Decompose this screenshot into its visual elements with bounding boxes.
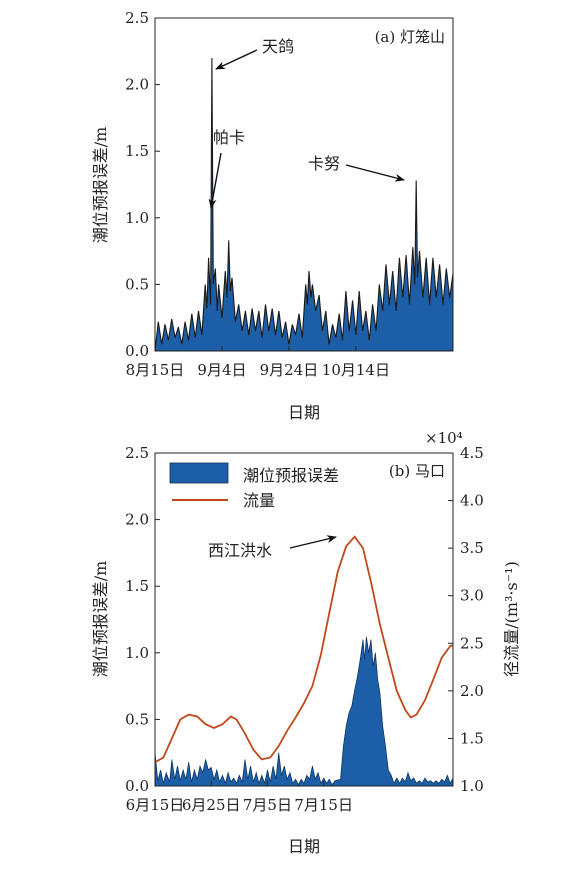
- annotation-kanu: 卡努: [308, 154, 340, 173]
- panel-b-axes-frame: [154, 452, 454, 787]
- annotation-tianbao: 天鸽: [262, 37, 294, 56]
- a-ytick-label: 2.0: [125, 76, 149, 94]
- b-ytick-right-label: 2.0: [460, 682, 484, 700]
- a-xtick-label: 9月4日: [197, 361, 246, 379]
- b-ytick-right-label: 4.5: [460, 444, 484, 462]
- panel-a-axes-frame: [154, 17, 454, 352]
- panel-a-y-axis-title: 潮位预报误差/m: [91, 127, 110, 244]
- panel-b-plot-area: [154, 535, 454, 787]
- panel-a-label: (a) 灯笼山: [375, 28, 445, 46]
- a-ytick-label: 1.5: [125, 142, 149, 160]
- a-ytick-label: 1.0: [125, 209, 149, 227]
- b-ytick-right-label: 1.0: [460, 777, 484, 795]
- b-ytick-label: 1.5: [125, 577, 149, 595]
- panel-b-y-axis-right: 1.0 1.5 2.0 2.5 3.0 3.5 4.0 4.5: [448, 444, 484, 795]
- b-ytick-right-label: 1.5: [460, 729, 484, 747]
- b-ytick-label: 2.5: [125, 444, 149, 462]
- annotation-xijiang-flood-arrow: [289, 535, 337, 549]
- panel-b-error-area: [154, 636, 454, 787]
- b-ytick-right-label: 2.5: [460, 634, 484, 652]
- panel-b-y-axis-left: 0.0 0.5 1.0 1.5 2.0 2.5: [125, 444, 160, 795]
- b-ytick-label: 0.0: [125, 777, 149, 795]
- panel-a-x-axis-title: 日期: [288, 403, 320, 422]
- panel-a-x-axis: 8月15日 9月4日 9月24日 10月14日: [126, 346, 390, 379]
- a-ytick-label: 0.5: [125, 275, 149, 293]
- a-xtick-label: 9月24日: [260, 361, 319, 379]
- b-ytick-right-label: 3.5: [460, 539, 484, 557]
- panel-b-y-axis-title-left: 潮位预报误差/m: [91, 561, 110, 678]
- b-ytick-right-label: 4.0: [460, 492, 484, 510]
- a-ytick-label: 2.5: [125, 9, 149, 27]
- annotation-kanu-arrow: [345, 164, 405, 182]
- panel-b-y-axis-title-right: 径流量/(m³·s⁻¹): [502, 561, 521, 677]
- annotation-paka-arrow: [208, 152, 222, 209]
- b-xtick-label: 6月25日: [182, 796, 241, 814]
- panel-b-x-axis-title: 日期: [288, 837, 320, 856]
- annotation-tianbao-arrow: [215, 49, 258, 70]
- a-xtick-label: 8月15日: [126, 361, 185, 379]
- b-xtick-label: 7月15日: [294, 796, 353, 814]
- b-xtick-label: 6月15日: [126, 796, 185, 814]
- panel-a-error-line: [154, 57, 454, 352]
- b-ytick-label: 0.5: [125, 710, 149, 728]
- panel-b-right-axis-multiplier: ×10⁴: [425, 429, 463, 447]
- panel-b-chart: 0.0 0.5 1.0 1.5 2.0 2.5 1.0 1.5 2.0 2.5 3.0 3.5 4.0…: [91, 429, 521, 856]
- panel-a-y-axis: 0.0 0.5 1.0 1.5 2.0 2.5: [125, 9, 160, 360]
- annotation-paka: 帕卡: [213, 128, 245, 147]
- panel-a-plot-area: [154, 57, 454, 352]
- a-ytick-label: 0.0: [125, 342, 149, 360]
- annotation-xijiang-flood: 西江洪水: [208, 541, 272, 560]
- panel-b-flow-line: [154, 535, 454, 763]
- b-ytick-right-label: 3.0: [460, 587, 484, 605]
- legend-label-error: 潮位预报误差: [243, 466, 339, 485]
- panel-b-label: (b) 马口: [389, 462, 445, 480]
- a-xtick-label: 10月14日: [322, 361, 390, 379]
- panel-b-legend: 潮位预报误差 流量: [169, 462, 339, 510]
- legend-swatch-error: [169, 462, 229, 484]
- b-ytick-label: 1.0: [125, 644, 149, 662]
- panel-a-chart: 0.00.51.01.52.02.5 8月15日 9月4日 9月24日 10月14日 …: [91, 9, 454, 422]
- b-xtick-label: 7月5日: [243, 796, 292, 814]
- legend-label-flow: 流量: [243, 491, 275, 510]
- b-ytick-label: 2.0: [125, 511, 149, 529]
